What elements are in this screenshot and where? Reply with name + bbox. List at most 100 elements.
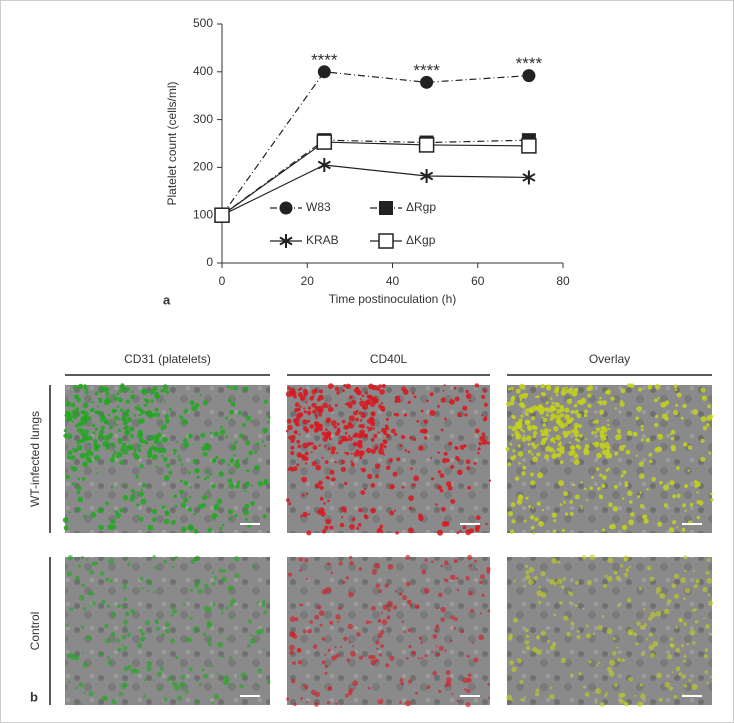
cell bbox=[357, 439, 363, 445]
cell bbox=[599, 429, 605, 435]
cell bbox=[578, 433, 583, 438]
cell bbox=[653, 398, 658, 403]
cell bbox=[549, 645, 556, 651]
cell bbox=[617, 604, 621, 608]
cell bbox=[705, 571, 710, 575]
cell bbox=[133, 448, 137, 452]
cell bbox=[163, 475, 170, 481]
cell bbox=[193, 582, 200, 589]
cell bbox=[287, 467, 291, 471]
cell bbox=[312, 409, 316, 414]
cell bbox=[138, 491, 144, 497]
cell bbox=[438, 592, 443, 598]
cell bbox=[449, 574, 456, 581]
cell bbox=[710, 498, 714, 502]
cell bbox=[505, 447, 510, 452]
cell bbox=[152, 555, 157, 559]
cell bbox=[400, 434, 406, 440]
cell bbox=[607, 467, 610, 471]
cell bbox=[609, 659, 616, 666]
cell bbox=[257, 481, 263, 487]
cell bbox=[130, 434, 134, 439]
cell bbox=[242, 423, 247, 427]
cell bbox=[663, 608, 670, 615]
cell bbox=[418, 636, 422, 640]
cell bbox=[599, 473, 603, 477]
cell bbox=[250, 501, 256, 506]
marker-stroke bbox=[420, 171, 434, 181]
cell bbox=[298, 557, 303, 562]
cell bbox=[149, 435, 155, 441]
cell bbox=[510, 386, 514, 390]
cell bbox=[137, 429, 143, 435]
cell bbox=[338, 561, 343, 566]
cell bbox=[436, 652, 440, 657]
cell bbox=[229, 603, 233, 607]
cell bbox=[443, 451, 448, 456]
cell bbox=[531, 507, 534, 509]
cell bbox=[99, 417, 104, 423]
cell bbox=[105, 577, 110, 582]
cell bbox=[116, 405, 120, 408]
cell bbox=[123, 619, 129, 625]
cell bbox=[650, 612, 656, 618]
cell bbox=[628, 631, 633, 636]
cell bbox=[630, 512, 635, 517]
cell bbox=[383, 445, 387, 448]
cell bbox=[356, 526, 360, 530]
cell bbox=[164, 418, 170, 424]
cell bbox=[77, 427, 83, 433]
cell bbox=[180, 665, 183, 668]
cell bbox=[246, 469, 250, 473]
cell bbox=[104, 638, 111, 644]
cell bbox=[223, 679, 230, 686]
cell bbox=[120, 683, 127, 689]
cell bbox=[394, 509, 397, 512]
cell bbox=[700, 416, 707, 422]
cell bbox=[563, 615, 569, 621]
cell bbox=[173, 494, 178, 499]
cell bbox=[366, 426, 370, 429]
cell bbox=[440, 617, 446, 622]
cell bbox=[521, 436, 527, 442]
legend-label: KRAB bbox=[306, 233, 339, 247]
cell bbox=[119, 460, 125, 465]
cell bbox=[481, 395, 486, 399]
cell bbox=[563, 422, 568, 427]
cell bbox=[67, 455, 71, 460]
cell bbox=[515, 421, 521, 427]
cell bbox=[623, 555, 629, 562]
cell bbox=[139, 576, 144, 581]
cell bbox=[116, 451, 123, 458]
cell bbox=[66, 433, 73, 440]
micrograph bbox=[285, 383, 492, 536]
marker bbox=[214, 207, 230, 223]
cell bbox=[596, 664, 599, 667]
cell bbox=[344, 693, 349, 698]
cell bbox=[63, 525, 69, 531]
cell bbox=[709, 632, 712, 636]
cell bbox=[324, 653, 327, 656]
cell bbox=[663, 503, 669, 508]
cell bbox=[304, 456, 310, 462]
cell bbox=[553, 425, 559, 432]
cell bbox=[683, 654, 687, 658]
cell bbox=[556, 447, 561, 452]
cell bbox=[465, 393, 472, 399]
cell bbox=[67, 555, 74, 561]
cell bbox=[557, 442, 562, 447]
cell bbox=[294, 617, 299, 622]
cell bbox=[694, 619, 699, 624]
series-line bbox=[221, 71, 529, 216]
cell bbox=[189, 495, 192, 499]
cell bbox=[69, 607, 74, 612]
cell bbox=[322, 402, 328, 409]
cell bbox=[635, 454, 638, 457]
cell bbox=[80, 416, 86, 422]
cell bbox=[348, 404, 353, 409]
cell bbox=[562, 430, 567, 435]
cell bbox=[569, 601, 572, 604]
cell bbox=[262, 427, 268, 434]
cell bbox=[510, 502, 516, 508]
